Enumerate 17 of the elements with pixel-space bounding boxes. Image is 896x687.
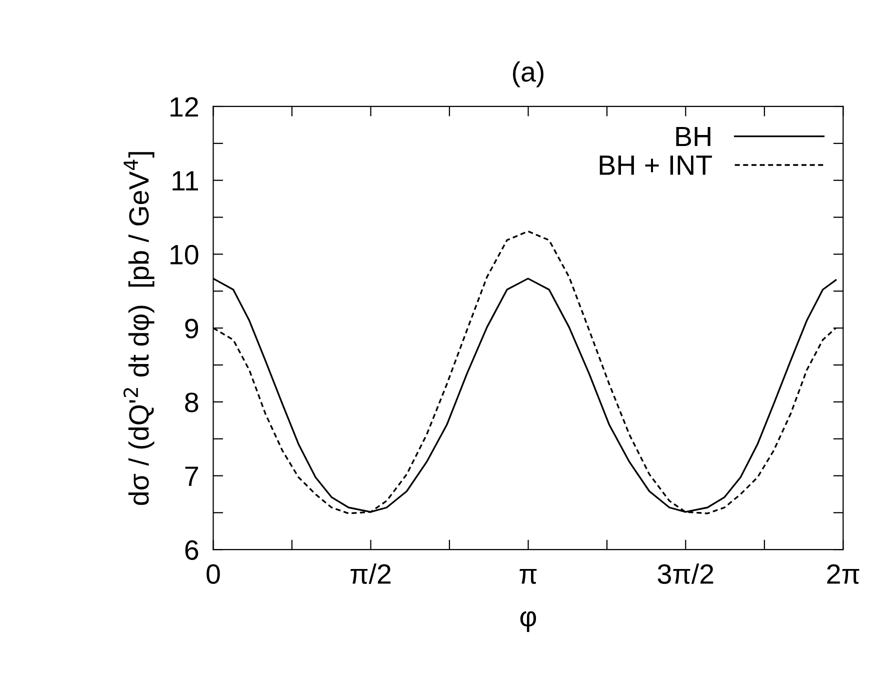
y-tick-label: 10 bbox=[170, 244, 198, 265]
x-tick-label: π/2 bbox=[350, 563, 391, 584]
chart-title: (a) bbox=[512, 61, 544, 88]
y-axis-title: dσ / (dQ'$^{2}$ dt dφ) [pb / GeV$^{4}$] bbox=[123, 152, 154, 505]
x-tick-label: 0 bbox=[206, 564, 220, 584]
y-tick-label: 12 bbox=[170, 97, 198, 117]
y-tick-label: 9 bbox=[185, 318, 198, 338]
y-tick-label: 11 bbox=[172, 171, 198, 190]
x-tick-label: 3π/2 bbox=[658, 563, 714, 584]
legend-label: BH bbox=[676, 126, 710, 146]
legend-label: BH + INT bbox=[600, 156, 712, 175]
x-tick-label: 2π bbox=[827, 564, 860, 584]
x-tick-label: π bbox=[520, 568, 537, 584]
y-tick-label: 8 bbox=[185, 392, 198, 412]
y-tick-label: 7 bbox=[185, 466, 198, 486]
x-axis-title: φ bbox=[520, 611, 536, 632]
y-tick-label: 6 bbox=[185, 540, 198, 560]
